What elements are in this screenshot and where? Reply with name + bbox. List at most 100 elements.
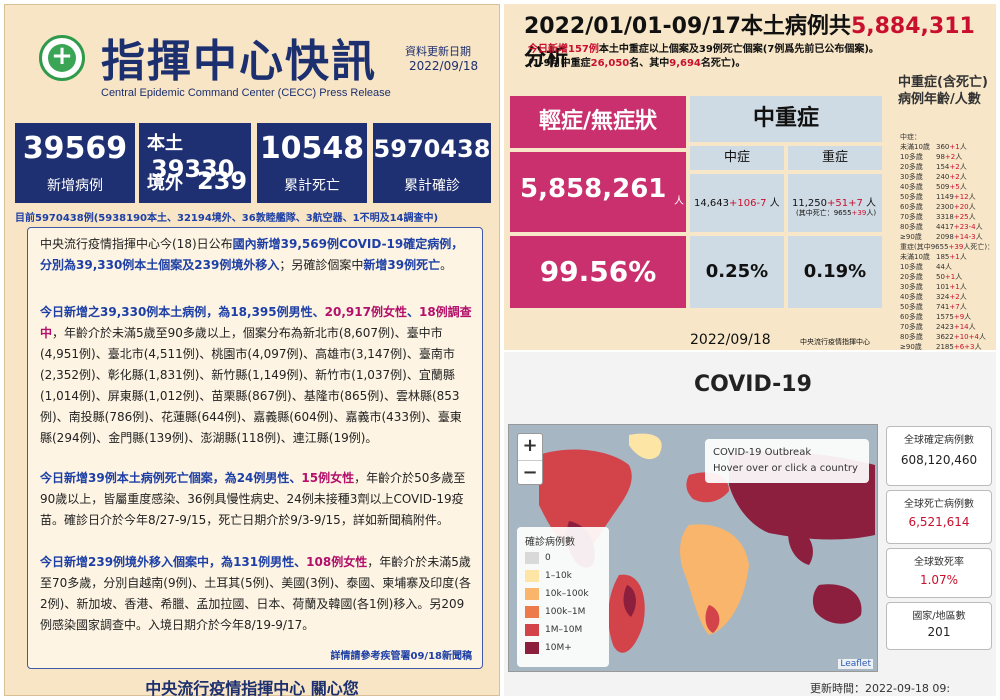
world-map[interactable]: + − COVID-19 Outbreak Hover over or clic… — [508, 424, 878, 672]
p3-d: 15例女性 — [301, 471, 355, 485]
p2-a: 今日新增之39,330例本土病例，為 — [40, 305, 231, 319]
p1-d: 新增39例死亡 — [363, 258, 441, 272]
south-africa-shape[interactable] — [705, 605, 720, 633]
confirmed-label: 累計確診 — [404, 178, 460, 194]
age-row: 80多歲 3622+10+4人 — [900, 332, 994, 342]
age-count: 101 — [936, 283, 950, 291]
india-shape[interactable] — [788, 525, 813, 565]
brazil-shape[interactable] — [623, 585, 636, 617]
age-label: 60多歲 — [900, 203, 923, 211]
age-count: 3622 — [936, 333, 954, 341]
severe-note-b: +39 — [851, 209, 867, 217]
age-label: 20多歲 — [900, 163, 923, 171]
leaflet-attribution-link[interactable]: Leaflet — [838, 659, 873, 669]
p3-e: ，年齡介於50多歲至90歲以上，皆屬重度感染、36例具慢性病史、24例未接種3劑… — [40, 471, 466, 527]
australia-shape[interactable] — [812, 584, 862, 624]
age-count: 2300 — [936, 203, 954, 211]
analysis-date: 2022/09/18 — [690, 332, 771, 348]
age-label: 20多歲 — [900, 273, 923, 281]
age-unit: 人 — [975, 233, 983, 241]
age-unit: 人 — [944, 263, 952, 271]
age-row: 50多歲 1149+12人 — [900, 192, 994, 202]
age-count: 360 — [936, 143, 950, 151]
age-count: 1149 — [936, 193, 954, 201]
countries-value: 201 — [927, 625, 951, 639]
p4-a: 今日新增239例境外移入個案中，為 — [40, 555, 234, 569]
age-delta: +23-4 — [953, 223, 976, 231]
age-delta: +20 — [953, 203, 969, 211]
severe-value-line: 11,250+51+7 人 — [792, 194, 876, 209]
africa-shape[interactable] — [680, 524, 749, 635]
age-label: 80多歲 — [900, 333, 923, 341]
severe-value-cell: 11,250+51+7 人 (其中死亡：9655+39人) — [788, 174, 882, 232]
stat-confirmed: 5970438 累計確診 — [373, 123, 491, 203]
global-deaths-box: 全球死亡病例數 6,521,614 — [886, 490, 992, 544]
age-label: 30多歲 — [900, 283, 923, 291]
moderate-value-cell: 14,643+106-7 人 — [690, 174, 784, 232]
p4-e: ，年齡介於未滿5歲至70多歲，分別自越南(9例)、土耳其(5例)、美國(3例)、… — [40, 555, 471, 632]
age-delta: +1 — [944, 273, 956, 281]
analysis-title-c: 分析 — [524, 46, 569, 71]
mild-unit: 人 — [674, 196, 684, 207]
global-confirmed-label: 全球確定病例數 — [904, 435, 974, 446]
mild-header: 輕症/無症狀 — [510, 96, 686, 148]
age-unit: 人 — [968, 323, 976, 331]
age-unit: 人 — [955, 153, 963, 161]
legend-title: 確診病例數 — [525, 537, 575, 548]
legend-item: 0 — [525, 551, 551, 565]
greenland-shape[interactable] — [629, 433, 662, 460]
age-row: 60多歲 2300+20人 — [900, 202, 994, 212]
moderate-add: +106 — [729, 198, 757, 209]
age-section-severe: 重症(其中9655+39人死亡)： — [900, 242, 994, 252]
new-cases-value: 39569 — [22, 131, 128, 166]
age-sec2-a: 重症(其中9655 — [900, 243, 949, 251]
age-count: 98 — [936, 153, 945, 161]
global-deaths-value: 6,521,614 — [908, 515, 970, 529]
mild-percent: 99.56% — [510, 236, 686, 308]
moderate-unit: 人 — [769, 198, 780, 209]
age-delta: +12 — [953, 193, 969, 201]
line2-e: 名死亡)。 — [700, 58, 746, 69]
analysis-line-2: (1-9月中重症26,050名、其中9,694名死亡)。 — [528, 54, 745, 69]
age-count: 240 — [936, 173, 950, 181]
age-row: 70多歲 3318+25人 — [900, 212, 994, 222]
age-label: 30多歲 — [900, 173, 923, 181]
age-unit: 人 — [978, 333, 986, 341]
age-unit: 人 — [959, 143, 967, 151]
age-row: ≥90歲 2185+6+3人 — [900, 342, 994, 352]
age-unit: 人 — [959, 283, 967, 291]
age-count: 4417 — [936, 223, 954, 231]
age-count: 50 — [936, 273, 945, 281]
severity-analysis-panel: 2022/01/01-09/17本土病例共5,884,311 分析 今日新增157… — [504, 4, 996, 352]
age-unit: 人 — [959, 293, 967, 301]
map-info-hint: Hover over or click a country — [713, 463, 858, 474]
stat-new-cases: 39569 新增病例 — [15, 123, 135, 203]
severe-percent: 0.19% — [788, 236, 882, 308]
moderate-percent: 0.25% — [690, 236, 784, 308]
legend-item: 100k–1M — [525, 605, 585, 619]
analysis-title-a: 2022/01/01-09/17本土病例共 — [524, 14, 851, 39]
line2-c: 名、其中 — [629, 58, 670, 69]
severe-add2: +7 — [848, 198, 863, 209]
severe-add: +51 — [827, 198, 849, 209]
age-label: 40多歲 — [900, 293, 923, 301]
legend-label: 1–10k — [545, 571, 572, 581]
age-unit: 人 — [955, 273, 963, 281]
zoom-out-button[interactable]: − — [518, 460, 542, 486]
age-row: 20多歲 50+1人 — [900, 272, 994, 282]
age-delta: +2 — [949, 293, 960, 301]
age-breakdown-header: 中重症(含死亡)病例年齡/人數 — [898, 75, 988, 107]
zoom-in-button[interactable]: + — [522, 435, 538, 456]
legend-swatch — [525, 569, 539, 582]
press-release-footer: 中央流行疫情指揮中心 關心您 — [145, 679, 359, 698]
press-release-header: 指揮中心快訊 資料更新日期 2022/09/18 Central Epidemi… — [5, 5, 499, 105]
age-count: 1575 — [936, 313, 954, 321]
deaths-value: 10548 — [259, 131, 365, 166]
south-america-shape[interactable] — [608, 574, 645, 653]
moderate-label: 中症 — [690, 146, 784, 170]
global-deaths-label: 全球死亡病例數 — [904, 499, 974, 510]
page-subtitle: Central Epidemic Command Center (CECC) P… — [101, 87, 391, 99]
analysis-title: 2022/01/01-09/17本土病例共5,884,311 分析 — [524, 8, 996, 72]
p2-b: 18,395例男性 — [230, 305, 313, 319]
age-delta: +25 — [953, 213, 969, 221]
